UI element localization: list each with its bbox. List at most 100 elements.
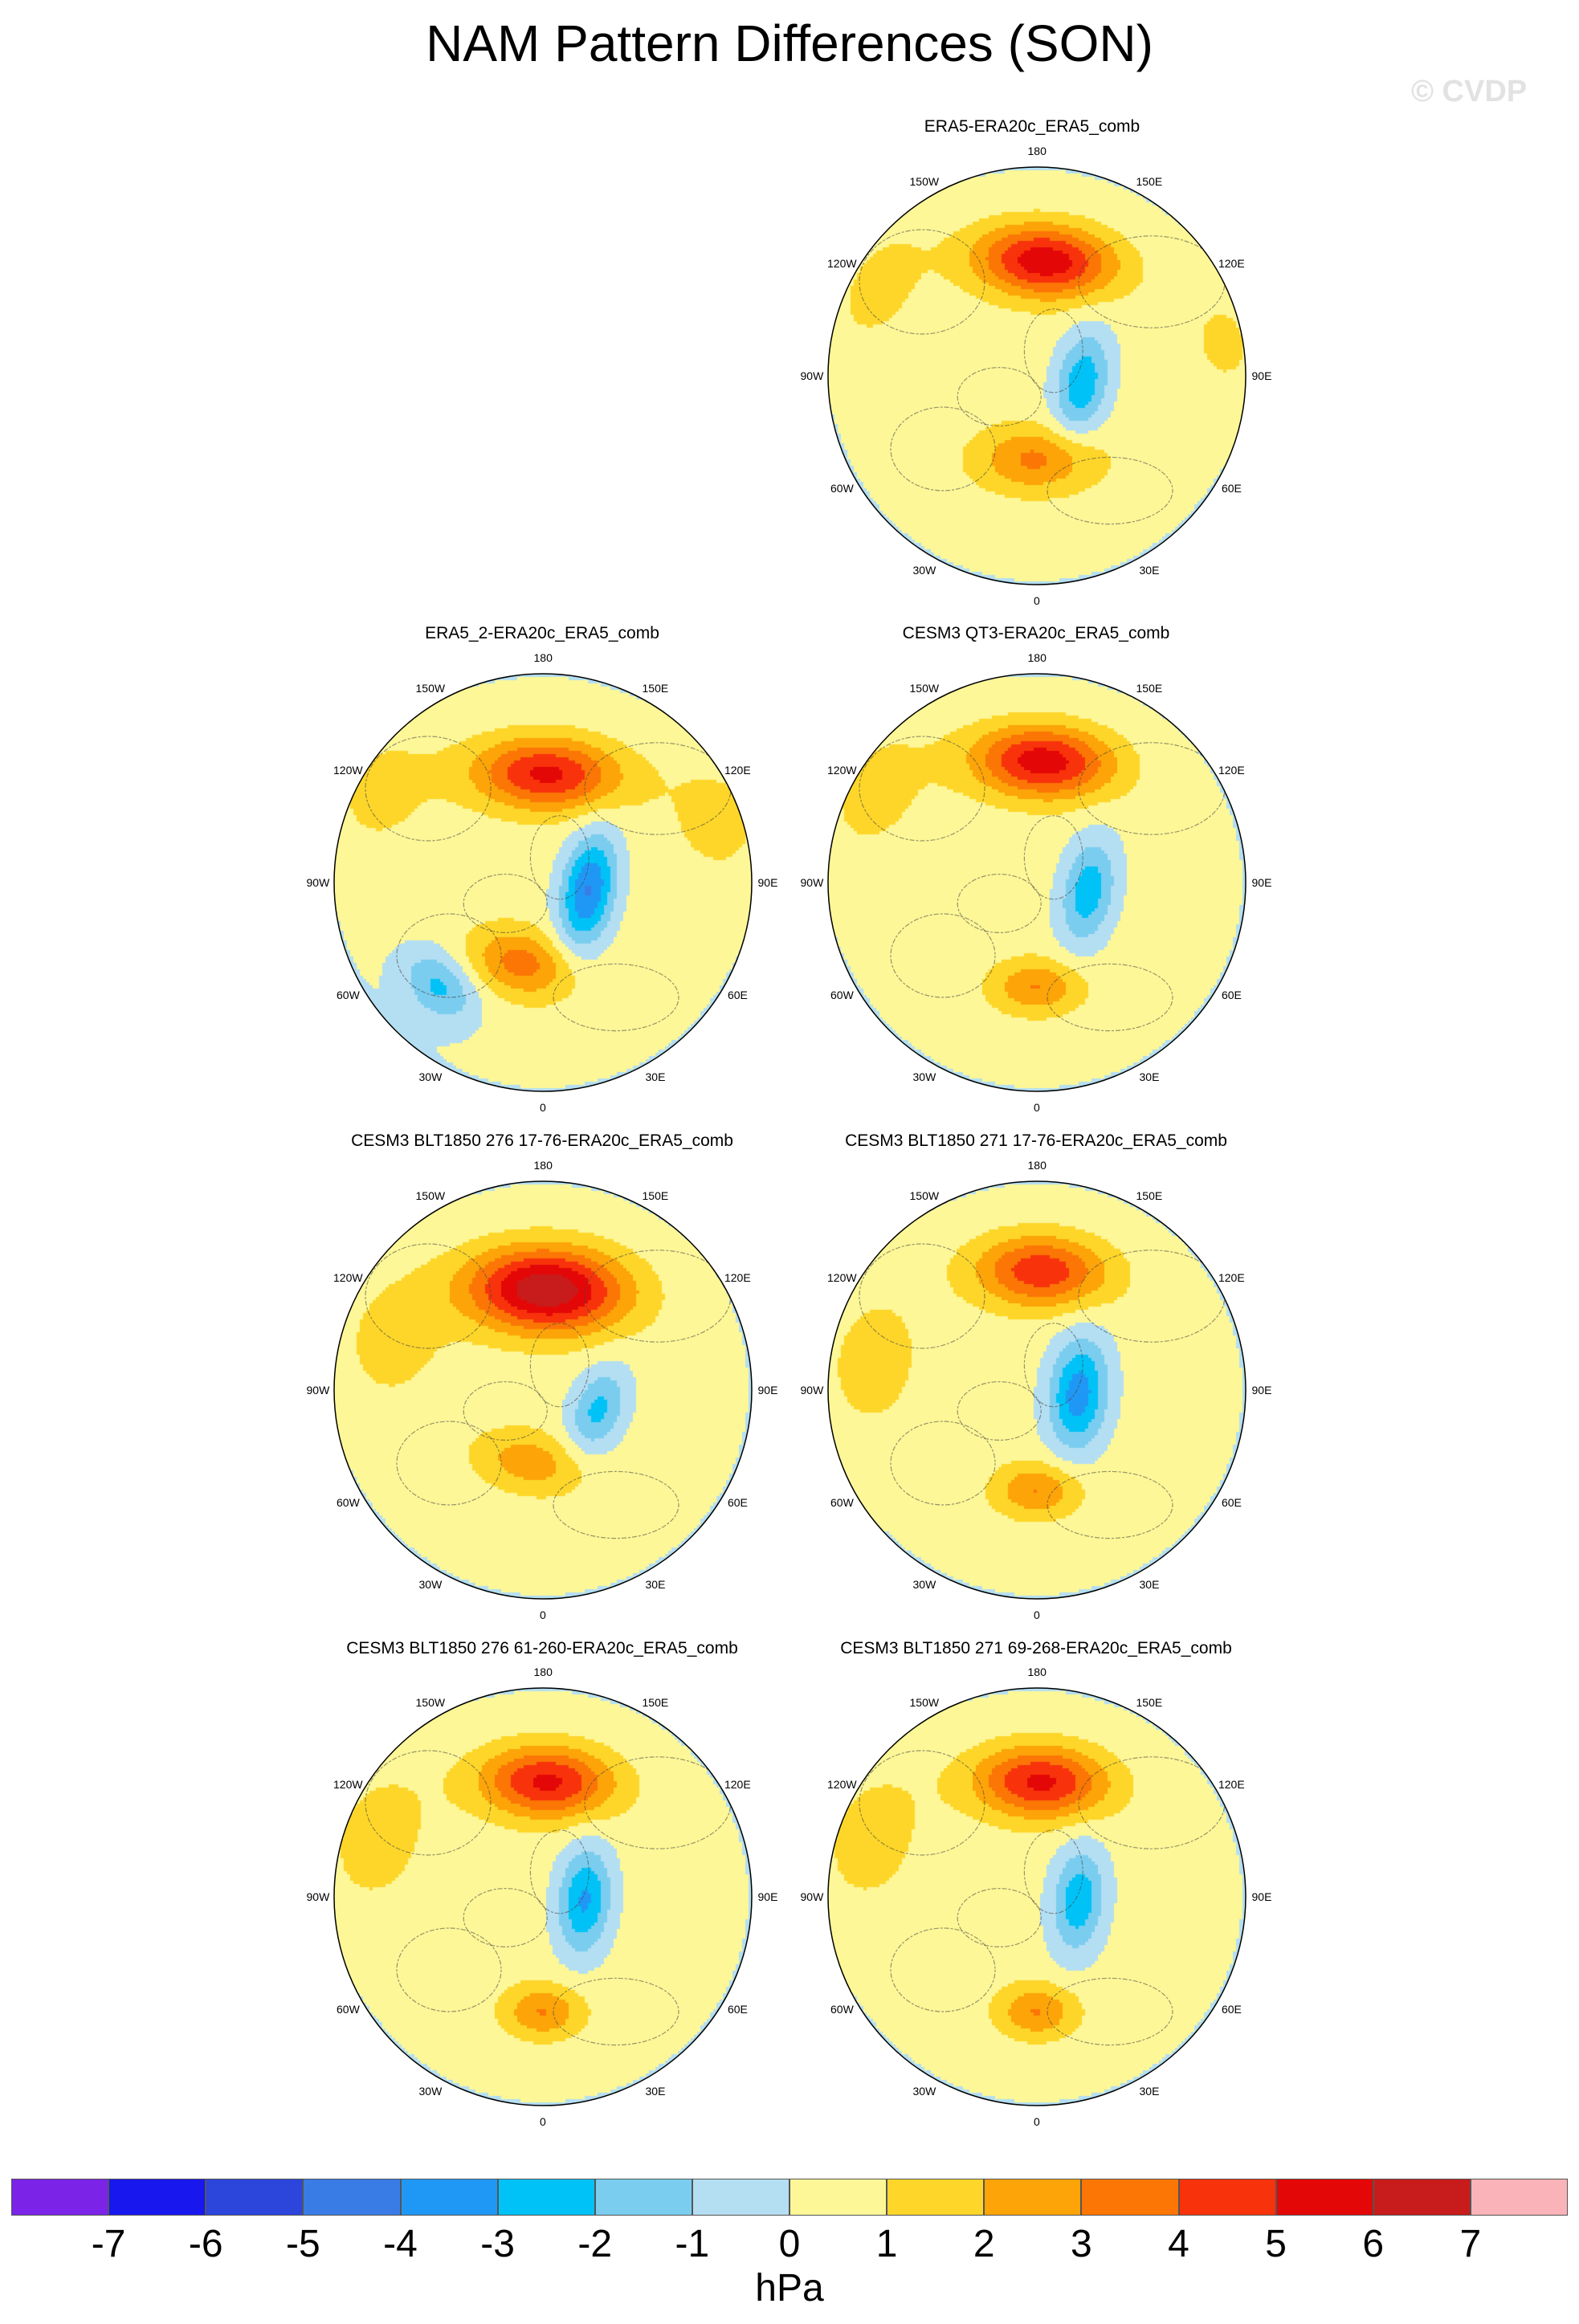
map-boundary-1 (827, 166, 1246, 585)
colorbar-tick-label: 6 (1362, 2223, 1385, 2265)
lon-label: 150E (1136, 1695, 1163, 1709)
lon-label: 60W (830, 989, 854, 1001)
lon-label: 180 (533, 1666, 553, 1678)
map-boundary-6 (333, 1687, 753, 2106)
map-field-5 (828, 1181, 1246, 1599)
lon-label: 90E (1251, 369, 1272, 382)
panel-title-3: CESM3 QT3-ERA20c_ERA5_comb (902, 624, 1170, 642)
lon-label: 150W (415, 1695, 446, 1709)
lon-label: 120W (333, 764, 363, 777)
map-boundary-3 (827, 673, 1246, 1092)
colorbar-tick-label: -4 (383, 2223, 418, 2265)
lon-label: 120E (1218, 764, 1245, 777)
colorbar-tick-label: 2 (973, 2223, 995, 2265)
map-field-6 (334, 1688, 752, 2106)
lon-label: 90W (800, 369, 824, 382)
colorbar-swatch (1275, 2179, 1373, 2216)
colorbar-swatch (594, 2179, 692, 2216)
colorbar-swatch (887, 2179, 985, 2216)
lon-label: 90W (306, 876, 330, 889)
lon-label: 90E (757, 1890, 778, 1903)
lon-label: 90W (800, 1890, 824, 1903)
lon-label: 0 (540, 2115, 546, 2128)
lon-label: 120E (1218, 1271, 1245, 1284)
lon-label: 120E (724, 764, 751, 777)
lon-label: 60E (727, 989, 748, 1001)
lon-label: 30E (1139, 1070, 1160, 1084)
lon-label: 180 (533, 1159, 553, 1172)
lon-label: 0 (1034, 2115, 1040, 2128)
map-field-1 (828, 167, 1246, 585)
lon-label: 120W (333, 1271, 363, 1284)
lon-label: 120W (333, 1778, 363, 1791)
colorbar-tick-label: -7 (91, 2223, 126, 2265)
map-boundary-7 (827, 1687, 1246, 2106)
map-field-7 (828, 1688, 1246, 2106)
coastline-hint-4 (365, 1243, 732, 1539)
lon-label: 180 (1027, 651, 1047, 664)
colorbar-tick-label: 0 (778, 2223, 801, 2265)
lon-label: 150W (909, 1189, 940, 1202)
panel-title-1: ERA5-ERA20c_ERA5_comb (924, 117, 1140, 136)
lon-label: 90E (1251, 1384, 1272, 1396)
colorbar-tick-label: -6 (188, 2223, 223, 2265)
lon-label: 30E (645, 1070, 666, 1084)
lon-label: 90E (757, 876, 778, 889)
lon-label: 180 (1027, 145, 1047, 157)
lon-label: 150E (642, 1189, 669, 1202)
colorbar-tick-label: -1 (675, 2223, 710, 2265)
colorbar-swatch (400, 2179, 498, 2216)
lon-label: 0 (1034, 594, 1040, 607)
lon-label: 60W (830, 482, 854, 495)
lon-label: 150E (1136, 174, 1163, 188)
map-boundary-5 (827, 1180, 1246, 1600)
lon-label: 90W (306, 1890, 330, 1903)
lon-label: 150W (415, 1189, 446, 1202)
panel-title-5: CESM3 BLT1850 271 17-76-ERA20c_ERA5_comb (845, 1131, 1227, 1150)
map-field-4 (334, 1181, 752, 1599)
coastline-hint-1 (859, 229, 1226, 525)
lon-label: 180 (533, 651, 553, 664)
lon-label: 30E (1139, 1578, 1160, 1592)
colorbar-swatch (984, 2179, 1082, 2216)
colorbar-swatch (11, 2179, 109, 2216)
colorbar-tick-label: 7 (1459, 2223, 1482, 2265)
lon-label: 150W (909, 681, 940, 695)
lon-label: 180 (1027, 1159, 1047, 1172)
lon-label: 90E (1251, 876, 1272, 889)
colorbar-swatch (1178, 2179, 1276, 2216)
lon-label: 60W (830, 2003, 854, 2016)
lon-label: 60E (1221, 2003, 1242, 2016)
coastline-hint-5 (859, 1243, 1226, 1539)
lon-label: 60E (727, 1496, 748, 1509)
lon-label: 60E (1221, 1496, 1242, 1509)
lon-label: 30E (1139, 564, 1160, 577)
map-boundary-2 (333, 673, 753, 1092)
lon-label: 30E (1139, 2085, 1160, 2098)
colorbar-tick-label: 5 (1265, 2223, 1287, 2265)
map-boundary-4 (333, 1180, 753, 1600)
lon-label: 120E (724, 1271, 751, 1284)
lon-label: 150W (909, 174, 940, 188)
lon-label: 180 (1027, 1666, 1047, 1678)
lon-label: 60E (1221, 482, 1242, 495)
lon-label: 0 (540, 1608, 546, 1621)
colorbar-swatch (692, 2179, 790, 2216)
lon-label: 30W (912, 564, 936, 577)
lon-label: 30E (645, 2085, 666, 2098)
coastline-hint-6 (365, 1750, 732, 2046)
lon-label: 30W (418, 1070, 443, 1084)
lon-label: 60W (337, 1496, 360, 1509)
lon-label: 120E (724, 1778, 751, 1791)
panel-title-2: ERA5_2-ERA20c_ERA5_comb (425, 624, 659, 642)
map-field-2 (334, 674, 752, 1091)
panel-title-7: CESM3 BLT1850 271 69-268-ERA20c_ERA5_com… (840, 1639, 1232, 1657)
lon-label: 30W (418, 2085, 443, 2098)
lon-label: 150E (642, 681, 669, 695)
lon-label: 90W (800, 1384, 824, 1396)
lon-label: 30W (418, 1578, 443, 1592)
colorbar-tick-label: 4 (1168, 2223, 1189, 2265)
watermark: © CVDP (1411, 75, 1528, 108)
lon-label: 60E (727, 2003, 748, 2016)
lon-label: 120W (827, 257, 857, 270)
